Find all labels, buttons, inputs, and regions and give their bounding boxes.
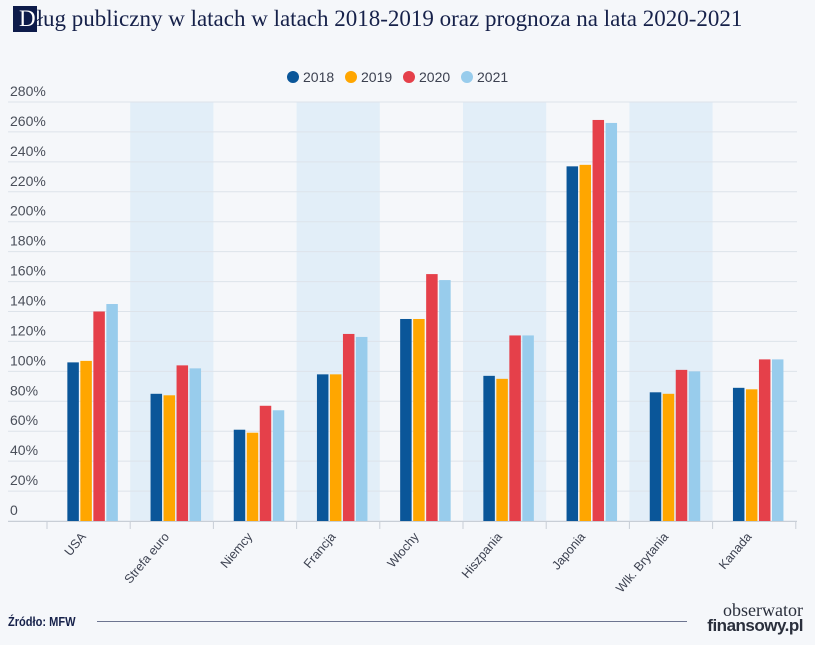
bar-2020: [259, 405, 272, 521]
y-tick-label: 140%: [10, 293, 46, 309]
logo-line1: obserwator: [723, 600, 803, 620]
x-tick-label: Kanada: [716, 530, 754, 572]
y-tick-label: 100%: [10, 352, 46, 368]
x-tick-label: Włochy: [385, 529, 423, 570]
logo: obserwator finansowy.pl: [707, 600, 803, 635]
y-tick-label: 260%: [10, 113, 46, 129]
legend-label-2020: 2020: [419, 69, 450, 85]
bar-2019: [80, 360, 92, 521]
y-tick-label: 160%: [10, 263, 46, 279]
bar-2021: [272, 410, 285, 521]
bar-2019: [413, 318, 425, 521]
bar-2018: [483, 375, 495, 521]
bar-2019: [745, 389, 758, 521]
bar-2019: [163, 395, 176, 521]
legend-marker-2020: [403, 71, 415, 83]
x-tick-label: Wlk. Brytania: [613, 530, 671, 595]
bar-2018: [316, 374, 329, 521]
x-tick-label: USA: [62, 529, 90, 558]
bar-2019: [329, 374, 342, 521]
y-tick-label: 0: [10, 502, 18, 518]
bar-2019: [246, 432, 259, 521]
bar-2021: [688, 371, 701, 521]
bar-2021: [106, 304, 118, 521]
bar-2020: [176, 365, 189, 521]
chart-title: Dług publiczny w latach w latach 2018-20…: [13, 6, 742, 32]
bar-2021: [189, 368, 202, 521]
bar-2020: [509, 335, 521, 521]
bar-2020: [592, 119, 605, 521]
bar-2019: [662, 393, 675, 521]
bar-2018: [649, 392, 662, 521]
bar-2020: [675, 369, 688, 521]
footer-divider: [97, 621, 687, 622]
y-tick-label: 180%: [10, 233, 46, 249]
y-tick-label: 40%: [10, 442, 38, 458]
bar-chart: 0 20% 40% 60% 80% 100% 120% 140% 160% 180% 200% 220…: [8, 69, 797, 595]
title-first-letter: D: [13, 6, 37, 32]
y-tick-label: 20%: [10, 472, 38, 488]
bar-2020: [93, 311, 105, 521]
bar-2020: [342, 333, 355, 521]
legend-marker-2018: [287, 71, 299, 83]
bar-2021: [605, 122, 618, 521]
legend-label-2018: 2018: [303, 69, 334, 85]
bar-2019: [496, 378, 508, 521]
bar-2021: [522, 335, 534, 521]
bar-2018: [67, 362, 79, 521]
y-tick-label: 220%: [10, 173, 46, 189]
x-tick-label: Strefa euro: [122, 530, 173, 586]
bar-2018: [400, 318, 412, 521]
x-tick-label: Niemcy: [218, 529, 256, 570]
bar-2020: [426, 274, 438, 521]
x-tick-label: Hiszpania: [459, 530, 505, 581]
bar-2020: [758, 359, 771, 521]
bar-2018: [233, 429, 246, 521]
y-tick-label: 80%: [10, 382, 38, 398]
title-text: ług publiczny w latach w latach 2018-201…: [36, 6, 743, 31]
y-tick-label: 200%: [10, 203, 46, 219]
bar-2019: [579, 164, 592, 521]
legend-label-2021: 2021: [477, 69, 508, 85]
x-tick-label: Japonia: [549, 530, 588, 573]
logo-line2: finansowy.pl: [707, 616, 803, 635]
y-tick-label: 280%: [10, 83, 46, 99]
legend-marker-2021: [461, 71, 473, 83]
bar-2018: [566, 166, 579, 521]
bar-2021: [355, 336, 368, 521]
y-tick-label: 60%: [10, 412, 38, 428]
bar-2021: [771, 359, 784, 521]
bar-2021: [439, 280, 451, 521]
y-tick-label: 240%: [10, 143, 46, 159]
legend-marker-2019: [345, 71, 357, 83]
legend-label-2019: 2019: [361, 69, 392, 85]
bar-2018: [732, 387, 745, 521]
source-label: Źródło: MFW: [8, 614, 76, 629]
bar-2018: [150, 393, 163, 521]
x-tick-label: Francja: [301, 530, 339, 571]
y-tick-label: 120%: [10, 322, 46, 338]
